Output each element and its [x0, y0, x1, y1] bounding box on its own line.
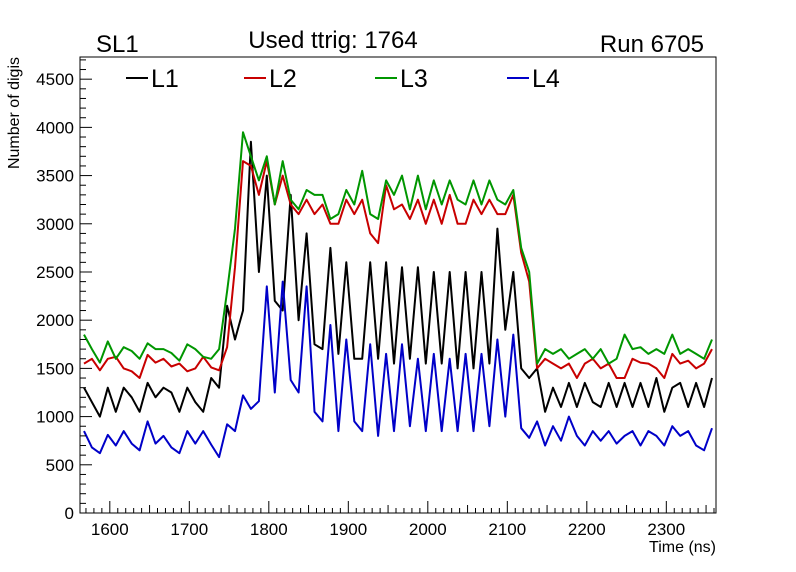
y-tick-label: 500: [46, 456, 74, 475]
x-tick-label: 2300: [647, 520, 685, 539]
y-tick-label: 4000: [36, 118, 74, 137]
x-tick-label: 1800: [250, 520, 288, 539]
header-left-label: SL1: [96, 31, 139, 58]
legend-label-l3: L3: [400, 65, 428, 93]
x-tick-label: 2200: [568, 520, 606, 539]
chart-title: Used ttrig: 1764: [248, 27, 417, 54]
legend-label-l1: L1: [151, 65, 179, 93]
series-line-l1: [83, 140, 713, 418]
series-line-l4: [83, 280, 713, 459]
y-axis-label: Number of digis: [6, 57, 23, 169]
legend-label-l2: L2: [269, 65, 297, 93]
series-line-l2: [83, 160, 713, 379]
x-axis: 1600 1700 1800 1900 2000 2100 2200 2300: [85, 501, 715, 539]
series-layer: [83, 131, 713, 459]
header-right-label: Run 6705: [600, 31, 704, 58]
series-line-l3: [83, 131, 713, 365]
plot-frame: [79, 56, 717, 514]
legend-label-l4: L4: [532, 65, 560, 93]
y-tick-label: 3000: [36, 215, 74, 234]
y-axis: 0 500 1000 1500 2000 2500 3000 3500 4000 4500: [36, 59, 92, 523]
x-tick-label: 2100: [488, 520, 526, 539]
y-tick-label: 0: [65, 504, 74, 523]
x-tick-label: 1900: [329, 520, 367, 539]
y-tick-label: 3500: [36, 167, 74, 186]
x-tick-label: 2000: [409, 520, 447, 539]
legend: L1 L2 L3 L4: [126, 65, 560, 93]
x-tick-label: 1600: [91, 520, 129, 539]
y-tick-label: 2000: [36, 311, 74, 330]
y-tick-label: 1000: [36, 408, 74, 427]
x-axis-label: Time (ns): [649, 539, 716, 556]
x-tick-label: 1700: [170, 520, 208, 539]
y-tick-label: 4500: [36, 70, 74, 89]
y-tick-label: 2500: [36, 263, 74, 282]
y-tick-label: 1500: [36, 359, 74, 378]
